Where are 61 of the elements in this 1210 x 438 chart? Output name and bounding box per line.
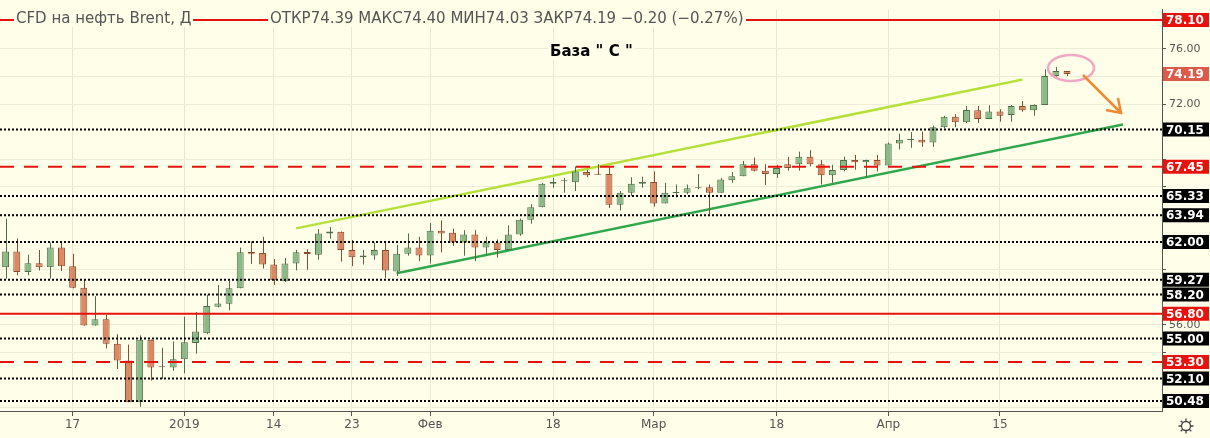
x-tick-label: Фев <box>417 417 443 432</box>
candlestick <box>493 238 501 259</box>
x-tick-label: 18 <box>768 417 785 432</box>
ref-line-label: 52.10 <box>1166 371 1204 386</box>
candlestick <box>13 237 21 276</box>
x-tick-label: Мар <box>640 417 667 432</box>
candlestick <box>471 229 479 262</box>
ref-line-label: 65.33 <box>1166 189 1204 204</box>
candlestick <box>504 224 512 251</box>
candlestick <box>102 314 110 350</box>
x-tick-label: 14 <box>266 417 282 432</box>
candlestick <box>627 176 635 197</box>
candlestick <box>57 242 65 272</box>
candlestick <box>460 229 468 257</box>
ref-line-label: 58.20 <box>1166 287 1204 302</box>
candlestick <box>24 254 32 276</box>
candlestick <box>393 244 401 277</box>
ref-line-label: 62.00 <box>1166 235 1204 250</box>
candlestick <box>314 228 322 261</box>
candlestick <box>828 164 836 184</box>
candlestick <box>113 333 121 370</box>
x-tick-label: 2019 <box>169 417 200 432</box>
ref-line-label: 70.15 <box>1166 122 1204 137</box>
x-tick-label: 23 <box>344 417 360 432</box>
ref-line-label: 78.10 <box>1166 13 1204 28</box>
ref-line-label: 53.30 <box>1166 355 1204 370</box>
x-tick-label: 18 <box>545 417 561 432</box>
chart-title: CFD на нефть Brent, Д <box>14 9 194 27</box>
candlestick <box>571 165 579 192</box>
x-tick-label: Апр <box>876 417 901 432</box>
text: 74.19 <box>1166 67 1204 81</box>
candlestick <box>46 242 54 280</box>
chart-subtitle: ОТКР74.39 МАКС74.40 МИН74.03 ЗАКР74.19 −0.20 (−0.27%) <box>268 9 746 27</box>
candlestick <box>538 182 546 208</box>
candlestick <box>348 239 356 267</box>
candlestick <box>259 236 267 270</box>
candlestick <box>527 203 535 225</box>
candlestick <box>35 249 43 271</box>
candlestick <box>706 184 713 215</box>
candlestick <box>404 232 412 257</box>
ref-line-label: 67.45 <box>1166 159 1204 174</box>
candlestick <box>2 218 10 280</box>
ref-line-label: 59.27 <box>1166 272 1204 287</box>
candlestick <box>303 248 311 271</box>
ref-line-label: 50.48 <box>1166 394 1204 409</box>
candlestick <box>270 258 278 286</box>
candlestick <box>292 249 300 271</box>
ref-line-label: 63.94 <box>1166 208 1204 223</box>
y-tick-label: 76.00 <box>1169 41 1201 55</box>
candlestick <box>281 257 289 283</box>
annotation: База " C " <box>548 42 635 60</box>
x-tick-label: 15 <box>992 417 1008 432</box>
ref-line-label: 55.00 <box>1166 331 1204 346</box>
candlestick <box>650 170 658 208</box>
candlestick <box>180 316 188 374</box>
candlestick <box>382 242 389 279</box>
candlestick <box>91 295 99 327</box>
x-tick-label: 17 <box>64 417 81 432</box>
y-tick-label: 72.00 <box>1169 96 1201 110</box>
candlestick <box>225 280 233 311</box>
candlestick <box>426 222 434 265</box>
